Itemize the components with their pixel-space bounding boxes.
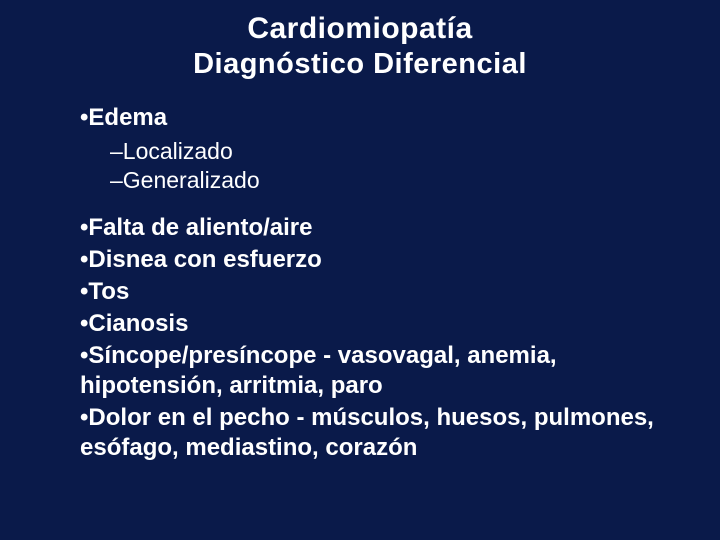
list-item: •Edema xyxy=(80,103,680,133)
subbullet-text: Generalizado xyxy=(123,167,260,193)
list-item: •Falta de aliento/aire xyxy=(80,213,680,243)
list-item: •Disnea con esfuerzo xyxy=(80,245,680,275)
subbullet-text: Localizado xyxy=(123,138,233,164)
bullet-text: Cianosis xyxy=(88,310,188,337)
list-item: •Síncope/presíncope - vasovagal, anemia,… xyxy=(80,341,680,401)
bullet-text: Disnea con esfuerzo xyxy=(88,246,321,273)
content-area: •Edema –Localizado –Generalizado •Falta … xyxy=(0,81,720,463)
list-item: •Tos xyxy=(80,277,680,307)
list-item: •Dolor en el pecho - músculos, huesos, p… xyxy=(80,403,680,463)
sub-list-item: –Localizado xyxy=(80,137,720,166)
subbullet-glyph: – xyxy=(110,138,123,164)
slide-subtitle: Diagnóstico Diferencial xyxy=(0,48,720,81)
bullet-text: Edema xyxy=(88,104,167,131)
bullet-text: Síncope/presíncope - vasovagal, anemia, … xyxy=(80,342,557,399)
bullet-text: Falta de aliento/aire xyxy=(88,214,312,241)
slide-title: Cardiomiopatía xyxy=(0,12,720,46)
sub-list-item: –Generalizado xyxy=(80,166,720,195)
bullet-text: Dolor en el pecho - músculos, huesos, pu… xyxy=(80,404,654,461)
sublist: –Localizado –Generalizado xyxy=(80,137,720,195)
bullet-text: Tos xyxy=(88,278,129,305)
subbullet-glyph: – xyxy=(110,167,123,193)
list-item: •Cianosis xyxy=(80,309,680,339)
